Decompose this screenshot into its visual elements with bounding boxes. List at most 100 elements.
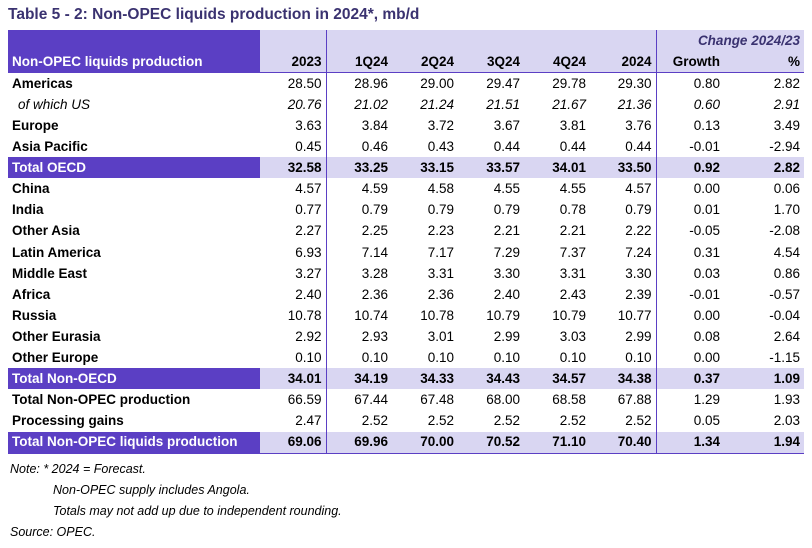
total-row: Total Non-OPEC liquids production 69.06 69… (8, 431, 804, 454)
table-cell: 2.82 (773, 75, 800, 91)
table-cell: 0.03 (693, 265, 720, 281)
change-header: Change 2024/23 (656, 30, 804, 51)
table-cell: -0.04 (769, 307, 800, 323)
table-cell: 3.84 (361, 117, 388, 133)
table-cell: 21.02 (354, 96, 388, 112)
table-cell: 0.01 (693, 202, 720, 218)
table-cell: 2.23 (427, 223, 454, 239)
note-supply: Non-OPEC supply includes Angola. (53, 483, 250, 497)
table-cell: 34.43 (458, 368, 524, 390)
table-cell: 0.00 (693, 307, 720, 323)
production-table: Change 2024/23 Non-OPEC liquids producti… (8, 30, 804, 454)
table-cell: 33.15 (392, 157, 458, 179)
table-cell: 4.58 (427, 181, 454, 197)
table-cell: 2.82 (724, 157, 804, 179)
table-cell: 0.79 (493, 202, 520, 218)
table-cell: 4.57 (590, 178, 657, 200)
table-cell: 2.93 (361, 328, 388, 344)
table-cell: -2.08 (769, 223, 800, 239)
table-cell: -2.94 (769, 139, 800, 155)
table-cell: -0.57 (769, 286, 800, 302)
table-cell: 10.78 (420, 307, 454, 323)
table-cell: 34.01 (524, 157, 590, 179)
table-cell: 10.74 (354, 307, 388, 323)
table-cell: 34.38 (590, 368, 657, 390)
table-cell: -0.01 (689, 286, 720, 302)
table-cell: 0.10 (590, 347, 657, 369)
table-cell: 0.08 (693, 328, 720, 344)
table-cell: 0.06 (773, 181, 800, 197)
table-cell: 0.44 (590, 136, 657, 158)
row-label: Total OECD (8, 157, 260, 179)
table-cell: 34.57 (524, 368, 590, 390)
note-forecast: Note: * 2024 = Forecast. (10, 462, 146, 476)
table-cell: 21.67 (552, 96, 586, 112)
table-cell: 3.28 (361, 265, 388, 281)
table-cell: 4.59 (361, 181, 388, 197)
table-cell: 4.54 (773, 244, 800, 260)
table-cell: 33.25 (326, 157, 392, 179)
table-cell: 2.52 (361, 413, 388, 429)
table-cell: 4.57 (260, 178, 327, 200)
table-cell: 0.10 (493, 350, 520, 366)
table-row: Total Non-OPEC production 66.59 67.44 67.48… (8, 389, 804, 411)
row-label: Asia Pacific (12, 139, 88, 155)
table-cell: 3.31 (559, 265, 586, 281)
table-cell: 69.06 (260, 431, 327, 454)
table-cell: 28.50 (260, 72, 327, 95)
table-row: Americas 28.50 28.96 29.00 29.47 29.78 29.30 0.… (8, 72, 804, 95)
table-cell: 2.91 (773, 96, 800, 112)
table-cell: 4.55 (493, 181, 520, 197)
table-cell: 10.79 (486, 307, 520, 323)
table-cell: 2.40 (260, 283, 327, 306)
table-cell: 0.79 (590, 199, 657, 221)
table-cell: 32.58 (260, 157, 327, 179)
table-cell: 3.31 (427, 265, 454, 281)
row-label: of which US (18, 96, 91, 112)
table-cell: 0.86 (773, 265, 800, 281)
table-cell: 71.10 (524, 431, 590, 454)
table-cell: 0.05 (693, 413, 720, 429)
col-header: 4Q24 (524, 51, 590, 73)
table-cell: 1.94 (724, 431, 804, 454)
table-cell: 7.29 (493, 244, 520, 260)
table-cell: 0.92 (656, 157, 724, 179)
table-cell: 2.52 (493, 413, 520, 429)
table-cell: 0.79 (361, 202, 388, 218)
row-label: India (12, 202, 44, 218)
table-row: Asia Pacific 0.45 0.46 0.43 0.44 0.44 0.44 -0.0… (8, 136, 804, 158)
table-cell: 20.76 (260, 94, 327, 116)
table-cell: 0.00 (693, 181, 720, 197)
table-cell: 0.13 (693, 117, 720, 133)
col-header: % (724, 51, 804, 73)
table-cell: 3.67 (493, 117, 520, 133)
table-cell: 0.78 (559, 202, 586, 218)
table-cell: 2.39 (590, 283, 657, 306)
table-cell: 2.52 (427, 413, 454, 429)
table-cell: 70.52 (458, 431, 524, 454)
table-cell: 21.24 (420, 96, 454, 112)
table-cell: 10.78 (260, 305, 327, 327)
total-row: Total Non-OECD 34.01 34.19 34.33 34.43 34.57 3… (8, 368, 804, 390)
table-cell: 2.43 (559, 286, 586, 302)
col-header: 3Q24 (458, 51, 524, 73)
table-cell: 0.79 (427, 202, 454, 218)
table-cell: 2.64 (773, 328, 800, 344)
table-row: Russia 10.78 10.74 10.78 10.79 10.79 10.77 0.00… (8, 305, 804, 327)
table-cell: 10.77 (590, 305, 657, 327)
table-cell: 0.44 (559, 139, 586, 155)
table-cell: 1.93 (773, 392, 800, 408)
table-cell: 29.47 (486, 75, 520, 91)
table-row: Other Asia 2.27 2.25 2.23 2.21 2.21 2.22 -0.05-… (8, 220, 804, 242)
table-row: Middle East 3.27 3.28 3.31 3.30 3.31 3.30 0.03 0… (8, 262, 804, 284)
table-title: Table 5 - 2: Non-OPEC liquids production… (8, 6, 420, 23)
row-label: Other Europe (12, 350, 99, 366)
table-cell: 2.52 (559, 413, 586, 429)
table-cell: 2.27 (260, 220, 327, 242)
table-cell: -0.01 (689, 139, 720, 155)
table-cell: 0.45 (260, 136, 327, 158)
table-cell: 3.63 (260, 115, 327, 137)
table-row: Other Europe 0.10 0.10 0.10 0.10 0.10 0.10 0.00… (8, 347, 804, 369)
table-cell: 7.17 (427, 244, 454, 260)
table-cell: 34.33 (392, 368, 458, 390)
